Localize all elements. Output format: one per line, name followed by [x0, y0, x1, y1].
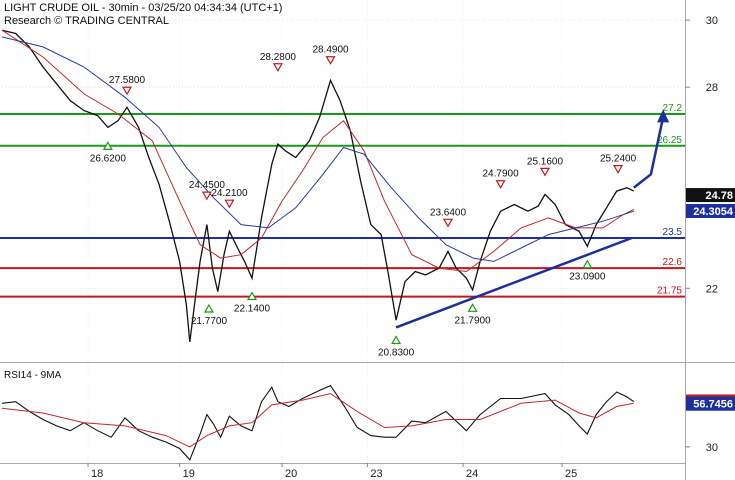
peak-label: 28.4900	[312, 45, 349, 56]
horizontal-levels: 27.2 26.25 23.5 22.6 21.75	[0, 103, 685, 298]
peak-marker	[272, 63, 283, 72]
rsi-moving-average	[1, 393, 634, 448]
trough-marker	[582, 259, 593, 269]
rsi-value-badge	[686, 396, 735, 411]
time-tick-label: 18	[91, 468, 103, 480]
price-value-label: 24.78	[705, 190, 733, 202]
peak-marker	[325, 56, 336, 65]
price-tick-label: 30	[706, 15, 718, 27]
peak-marker	[442, 218, 454, 228]
trough-label: 21.7700	[191, 316, 228, 327]
trough-label: 22.1400	[234, 304, 271, 315]
rsi-title: RSI14 - 9MA	[4, 370, 62, 381]
chart-source: Research © TRADING CENTRAL	[4, 15, 169, 27]
rsi-tick-label: 30	[706, 442, 718, 454]
level-label: 22.6	[663, 257, 683, 268]
trough-marker	[467, 303, 478, 312]
peak-label: 28.2800	[260, 52, 297, 63]
peak-label: 24.7900	[483, 169, 520, 180]
trough-marker	[102, 141, 113, 151]
peak-marker	[201, 191, 212, 201]
fast-moving-average	[1, 29, 635, 273]
peak-label: 23.6400	[430, 207, 467, 218]
trough-marker	[246, 291, 258, 301]
level-label: 27.2	[663, 103, 683, 114]
trough-label: 26.6200	[90, 153, 127, 164]
peak-label: 25.1600	[527, 156, 564, 167]
chart-title: LIGHT CRUDE OIL - 30min - 03/25/20 04:34…	[4, 2, 282, 14]
peak-marker	[539, 167, 551, 177]
level-label: 21.75	[657, 286, 682, 297]
time-tick-label: 23	[370, 468, 382, 480]
price-line	[1, 29, 635, 342]
peak-label: 24.2100	[211, 188, 248, 199]
time-tick-label: 20	[285, 468, 297, 480]
trough-label: 23.0900	[569, 272, 606, 283]
projection-arrow-head	[657, 109, 670, 123]
support-trendline	[395, 236, 633, 329]
level-label: 26.25	[657, 135, 682, 146]
price-value-badge	[686, 188, 735, 203]
slow-moving-average	[1, 36, 634, 262]
rsi-panel	[1, 384, 635, 461]
price-value-badge	[686, 203, 735, 218]
peak-marker	[224, 199, 235, 209]
trough-label: 20.8300	[378, 347, 415, 358]
time-tick-label: 25	[565, 468, 577, 480]
axis-labels: 3028223018192023242524.7824.305458.14755…	[87, 15, 735, 480]
time-tick-label: 24	[466, 468, 478, 480]
time-tick-label: 19	[183, 468, 195, 480]
projection-arrow-line	[633, 117, 665, 189]
peak-label: 27.5800	[109, 75, 146, 86]
trough-label: 21.7900	[455, 315, 492, 326]
trough-marker	[391, 335, 402, 345]
peak-marker	[613, 165, 624, 174]
price-series	[1, 29, 670, 342]
rsi-line	[1, 384, 635, 461]
peak-marker	[495, 180, 506, 189]
peak-marker	[121, 86, 133, 96]
price-value-label: 24.3054	[693, 206, 734, 218]
price-tick-label: 28	[706, 82, 718, 94]
peak-label: 24.4500	[189, 180, 226, 191]
peak-label: 25.2400	[600, 154, 637, 165]
trough-marker	[203, 303, 214, 313]
level-label: 23.5	[663, 227, 683, 238]
price-tick-label: 22	[706, 283, 718, 295]
rsi-value-label: 56.7456	[693, 399, 733, 411]
